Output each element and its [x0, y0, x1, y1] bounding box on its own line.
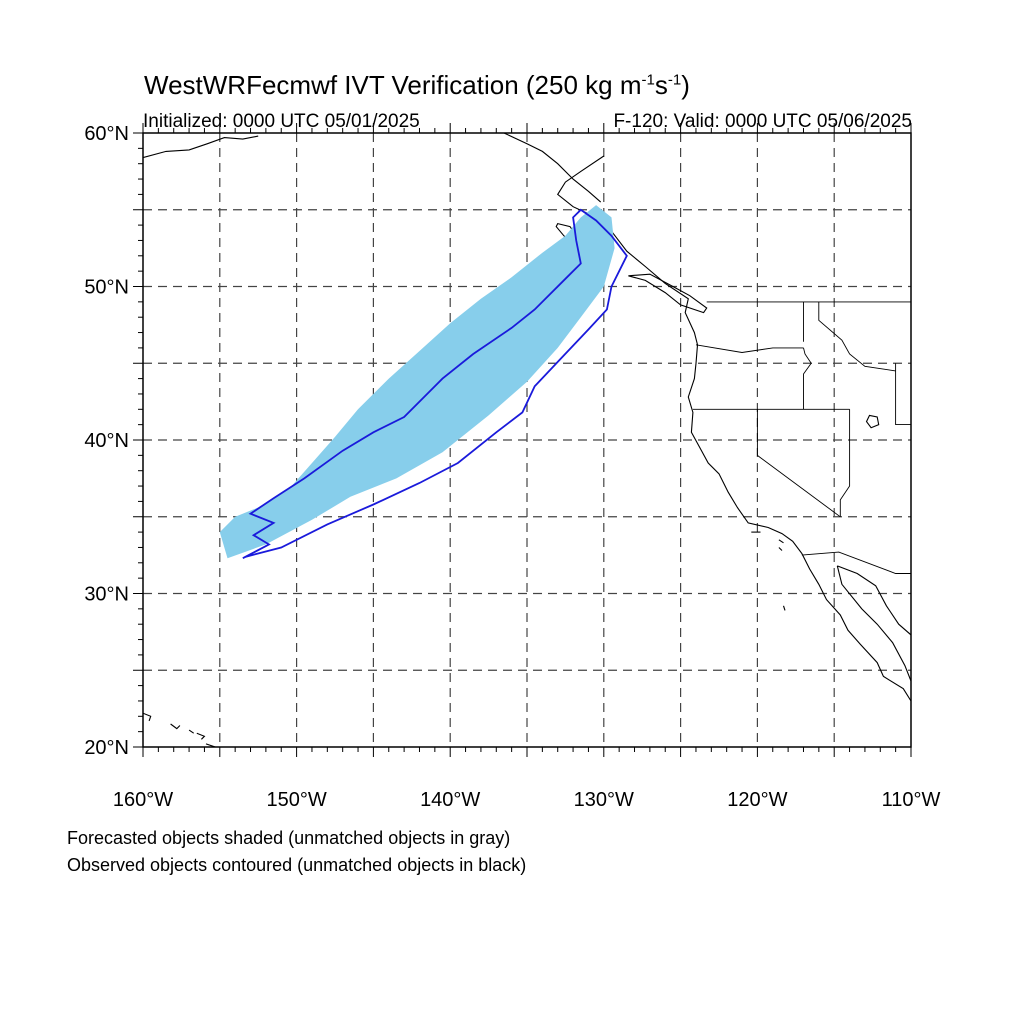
state-border — [895, 363, 911, 426]
hawaii-island — [170, 723, 181, 730]
lat-tick-label: 60°N — [84, 123, 129, 145]
observed-note: Observed objects contoured (unmatched ob… — [67, 855, 527, 875]
axis-labels: 20°N 30°N 40°N 50°N 60°N 160°W 150°W 140°W 130°W… — [84, 123, 940, 811]
se-alaska-coast — [503, 133, 602, 203]
initialized-time: Initialized: 0000 UTC 05/01/2025 — [143, 111, 420, 132]
forecast-note: Forecasted objects shaded (unmatched obj… — [67, 828, 511, 848]
lon-tick-label: 160°W — [113, 789, 173, 811]
title-unit-s: s — [654, 70, 668, 100]
state-border — [695, 344, 804, 353]
lat-tick-label: 40°N — [84, 430, 129, 452]
lat-tick-label: 50°N — [84, 277, 129, 299]
observed-object-contour — [242, 208, 628, 560]
state-border — [839, 409, 851, 517]
state-border — [803, 347, 812, 410]
hawaii-island — [205, 743, 216, 747]
hawaii-island — [143, 712, 152, 722]
lat-tick-label: 20°N — [84, 737, 129, 759]
legend-notes: Forecasted objects shaded (unmatched obj… — [67, 825, 526, 879]
gulf-coast — [836, 565, 911, 682]
ivt-objects — [219, 205, 628, 560]
alaska-coast — [143, 135, 259, 159]
hawaii-island — [188, 729, 195, 734]
title-exponent-1: -1 — [641, 71, 655, 89]
gridlines — [143, 133, 911, 747]
land-boundaries — [143, 133, 911, 747]
state-border — [801, 551, 911, 574]
forecast-object-shaded — [219, 205, 615, 559]
lon-tick-label: 140°W — [420, 789, 480, 811]
axis-ticks — [133, 123, 912, 757]
state-border — [756, 409, 841, 518]
mainland-coast — [837, 565, 911, 636]
lon-tick-label: 150°W — [266, 789, 326, 811]
coastline — [556, 155, 911, 702]
hawaii-island — [196, 732, 206, 740]
channel-island — [778, 547, 783, 551]
title-close-paren: ) — [681, 70, 690, 100]
chart-title: WestWRFecmwf IVT Verification (250 kg m-… — [144, 70, 690, 101]
lat-tick-label: 30°N — [84, 584, 129, 606]
state-border — [818, 301, 896, 372]
lon-tick-label: 110°W — [882, 789, 941, 811]
valid-time: F-120: Valid: 0000 UTC 05/06/2025 — [613, 111, 912, 132]
guadalupe-island — [782, 605, 786, 611]
lon-tick-label: 130°W — [574, 789, 634, 811]
lon-tick-label: 120°W — [727, 789, 787, 811]
great-salt-lake — [865, 414, 880, 429]
vancouver-island — [628, 273, 708, 314]
channel-island — [778, 539, 784, 544]
title-exponent-2: -1 — [667, 71, 682, 89]
title-text: WestWRFecmwf IVT Verification (250 kg m — [144, 70, 642, 100]
